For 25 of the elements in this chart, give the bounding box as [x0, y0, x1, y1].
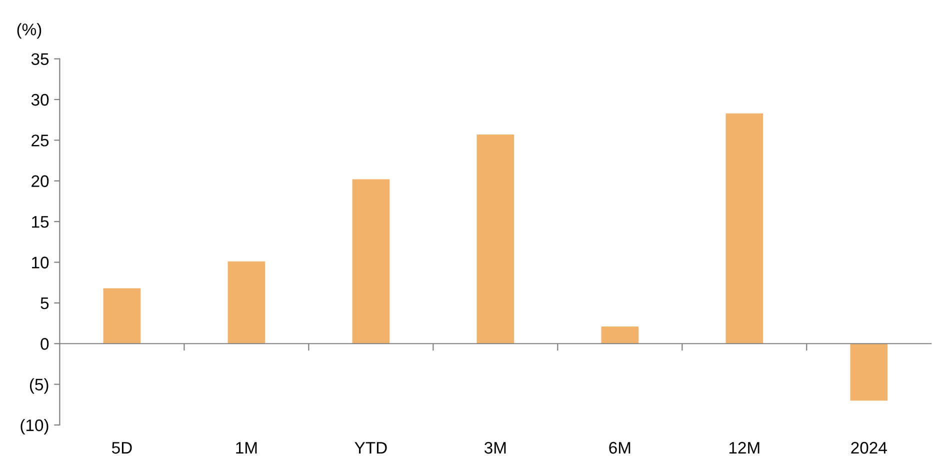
y-tick-label: 20	[32, 175, 49, 188]
bar	[726, 113, 764, 344]
y-tick-label: 0	[40, 338, 49, 350]
y-tick-label: 5	[40, 298, 49, 310]
y-tick-label: (10)	[20, 418, 48, 434]
x-tick-label: 3M	[484, 442, 506, 454]
x-tick-label: YTD	[354, 442, 387, 454]
y-tick-label: 15	[32, 216, 49, 228]
bar	[352, 179, 390, 344]
y-tick-label: 30	[31, 94, 49, 106]
y-tick-label: 10	[32, 256, 49, 268]
bar	[228, 261, 266, 344]
y-axis-title: (%)	[17, 23, 42, 39]
bar	[601, 326, 639, 344]
bar	[103, 288, 141, 344]
x-tick-label: 5D	[112, 442, 132, 454]
x-tick-label: 1M	[236, 442, 257, 454]
y-tick-label: (5)	[30, 378, 48, 394]
x-tick-label: 2024	[851, 442, 887, 454]
bar	[850, 344, 888, 401]
x-tick-label: 12M	[729, 442, 760, 454]
x-tick-label: 6M	[609, 442, 630, 454]
bar	[476, 134, 514, 344]
y-tick-label: 35	[31, 53, 49, 66]
y-tick-label: 25	[32, 134, 49, 146]
